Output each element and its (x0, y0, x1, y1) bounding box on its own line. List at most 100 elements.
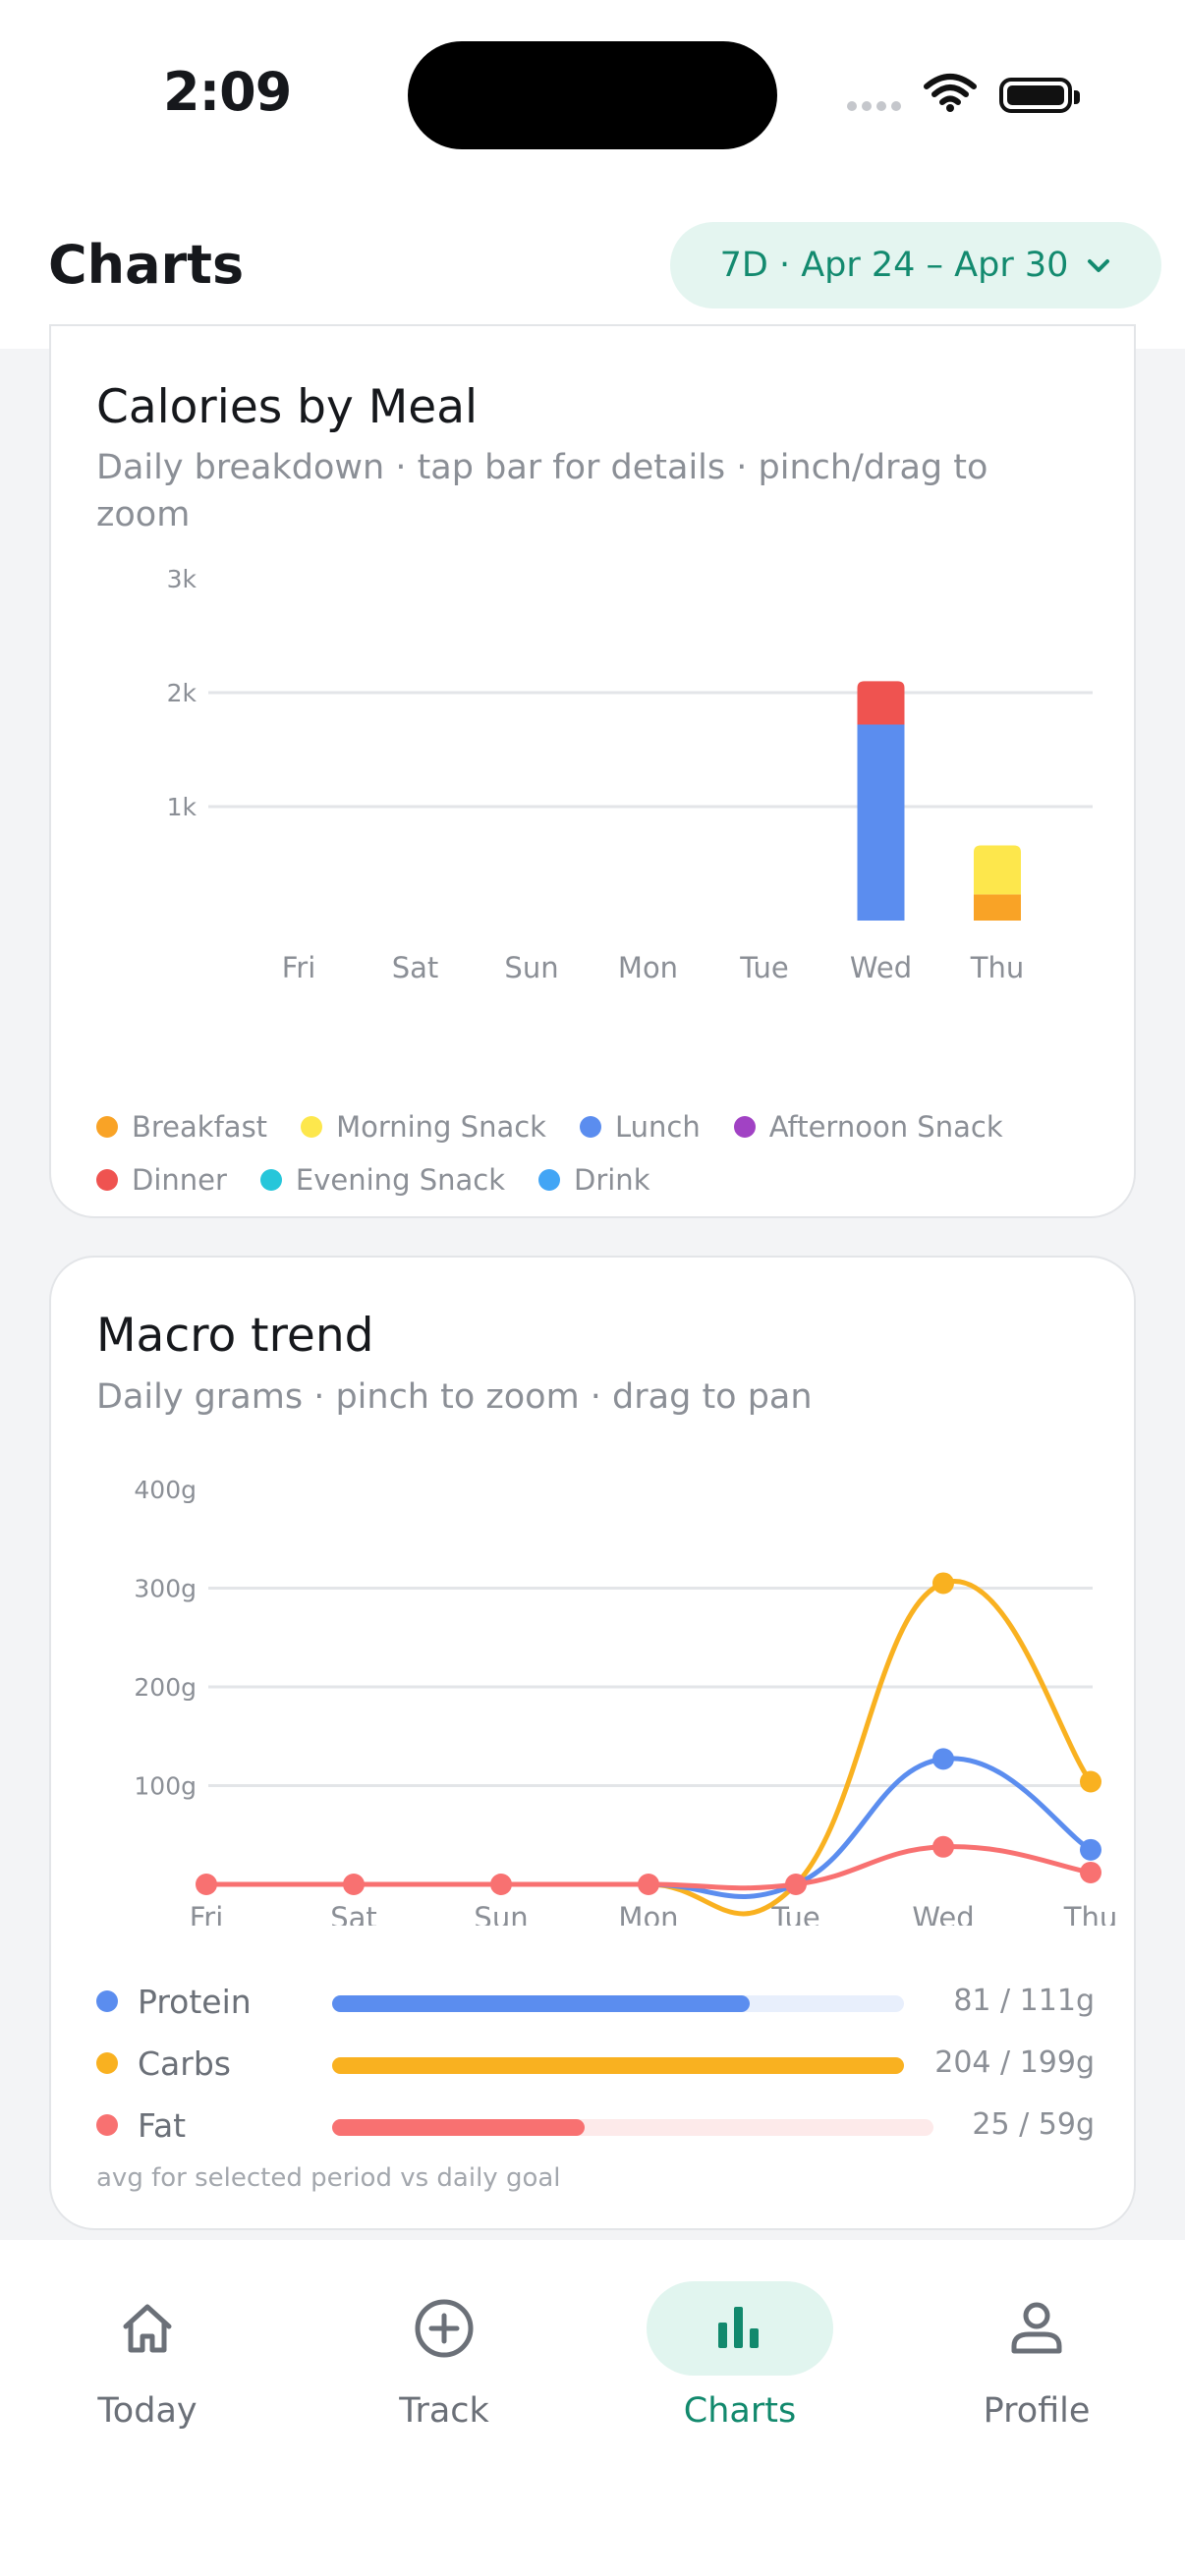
macro-dot (96, 2052, 118, 2074)
legend-dot (96, 1116, 118, 1138)
wifi-icon (924, 73, 977, 116)
macro-note: avg for selected period vs daily goal (96, 2163, 561, 2193)
data-point-carbs[interactable] (1080, 1770, 1101, 1793)
legend-dot (579, 1116, 601, 1138)
cellular-signal-icon (847, 96, 906, 115)
x-tick-label: Fri (282, 951, 316, 984)
data-point-protein[interactable] (1080, 1838, 1101, 1861)
legend-dot (538, 1169, 560, 1191)
home-icon (54, 2281, 241, 2376)
legend-label: Lunch (614, 1110, 701, 1144)
x-tick-label: Sun (504, 951, 558, 984)
status-time: 2:09 (163, 61, 292, 123)
macro-progress-track (332, 2057, 904, 2074)
macro-value: 81 / 111g (953, 1984, 1095, 2018)
x-tick-label: Wed (912, 1901, 974, 1926)
macro-line-chart[interactable]: 100g 200g 300g 400g Fri Sat Sun Mon Tue Wed Thu (51, 1454, 1136, 1926)
data-point-fat[interactable] (1080, 1861, 1101, 1883)
calories-bar-chart[interactable]: 1k 2k 3k Fri Sat Sun Mon Tue Wed Thu (51, 557, 1132, 989)
tab-profile[interactable]: Profile (938, 2281, 1135, 2468)
x-tick-label: Sat (392, 951, 439, 984)
macro-name: Fat (138, 2106, 187, 2145)
x-tick-label: Sun (474, 1901, 528, 1926)
legend-label: Dinner (132, 1163, 227, 1197)
y-tick-label: 300g (134, 1575, 197, 1603)
calories-by-meal-card: Calories by Meal Daily breakdown · tap b… (49, 324, 1136, 1218)
macro-dot (96, 1990, 118, 2012)
data-point-carbs[interactable] (932, 1572, 954, 1595)
legend-item: Evening Snack (259, 1163, 505, 1197)
data-point-fat[interactable] (785, 1874, 807, 1895)
chevron-down-icon (1088, 259, 1110, 272)
tab-label: Today (97, 2391, 198, 2431)
card-title: Calories by Meal (96, 380, 479, 434)
legend-label: Evening Snack (295, 1163, 505, 1197)
date-range-selector[interactable]: 7D · Apr 24 – Apr 30 (670, 222, 1161, 308)
app-header: Charts 7D · Apr 24 – Apr 30 (0, 196, 1185, 349)
tab-track[interactable]: Track (346, 2281, 542, 2468)
dynamic-island (408, 41, 777, 149)
bar-segment-morning-snack[interactable] (974, 845, 1021, 895)
x-tick-label: Fri (190, 1901, 224, 1926)
legend-item: Dinner (96, 1163, 227, 1197)
x-tick-label: Tue (739, 951, 789, 984)
x-tick-label: Tue (770, 1901, 820, 1926)
legend-label: Breakfast (132, 1110, 268, 1144)
macro-value: 204 / 199g (934, 2045, 1095, 2080)
legend-item: Breakfast (96, 1110, 267, 1144)
macro-progress-list: Protein 81 / 111g Carbs 204 / 199g Fat 25 / 5… (96, 1971, 1095, 2156)
tab-charts[interactable]: Charts (642, 2281, 838, 2468)
legend-dot (301, 1116, 323, 1138)
tab-label: Profile (983, 2391, 1091, 2431)
bar-segment-dinner[interactable] (857, 681, 905, 725)
legend-label: Afternoon Snack (768, 1110, 1003, 1144)
date-range-label: 7D · Apr 24 – Apr 30 (719, 246, 1069, 285)
data-point-fat[interactable] (343, 1874, 365, 1895)
tab-label: Charts (683, 2391, 797, 2431)
x-tick-label: Mon (618, 1901, 678, 1926)
card-title: Macro trend (96, 1309, 374, 1363)
data-point-fat[interactable] (490, 1874, 512, 1895)
data-point-fat[interactable] (932, 1835, 954, 1858)
macro-trend-card: Macro trend Daily grams · pinch to zoom … (49, 1256, 1136, 2230)
legend-item: Drink (538, 1163, 649, 1197)
bar-segment-breakfast[interactable] (974, 894, 1021, 921)
y-tick-label: 200g (134, 1673, 197, 1702)
y-tick-label: 100g (134, 1772, 197, 1801)
macro-progress-track (332, 1995, 904, 2012)
macro-row-fat: Fat 25 / 59g (96, 2095, 1095, 2156)
data-point-protein[interactable] (932, 1748, 954, 1770)
card-subtitle: Daily grams · pinch to zoom · drag to pa… (96, 1377, 813, 1417)
macro-progress-fill (332, 2119, 586, 2136)
calories-legend: Breakfast Morning Snack Lunch Afternoon Sna… (96, 1100, 1099, 1206)
data-point-fat[interactable] (638, 1874, 659, 1895)
bar-chart-icon (647, 2281, 833, 2376)
bar-segment-lunch[interactable] (857, 724, 905, 921)
legend-dot (96, 1169, 118, 1191)
x-tick-label: Thu (970, 951, 1024, 984)
y-tick-label: 3k (167, 565, 198, 593)
macro-progress-fill (332, 1995, 750, 2012)
series-line-carbs (203, 1578, 1094, 1917)
y-tick-label: 2k (167, 679, 198, 707)
macro-name: Protein (138, 1983, 252, 2021)
x-tick-label: Thu (1063, 1901, 1117, 1926)
macro-value: 25 / 59g (972, 2107, 1095, 2142)
data-point-fat[interactable] (196, 1874, 217, 1895)
plus-circle-icon (351, 2281, 537, 2376)
legend-item: Afternoon Snack (733, 1110, 1003, 1144)
macro-progress-fill (332, 2057, 904, 2074)
tab-label: Track (399, 2391, 489, 2431)
macro-name: Carbs (138, 2044, 231, 2083)
page-title: Charts (48, 234, 245, 296)
tab-today[interactable]: Today (49, 2281, 246, 2468)
x-tick-label: Wed (850, 951, 912, 984)
macro-progress-track (332, 2119, 933, 2136)
legend-label: Drink (574, 1163, 650, 1197)
legend-dot (733, 1116, 756, 1138)
legend-item: Morning Snack (301, 1110, 546, 1144)
legend-dot (259, 1169, 282, 1191)
macro-dot (96, 2114, 118, 2136)
y-tick-label: 400g (134, 1476, 197, 1504)
macro-row-carbs: Carbs 204 / 199g (96, 2033, 1095, 2095)
